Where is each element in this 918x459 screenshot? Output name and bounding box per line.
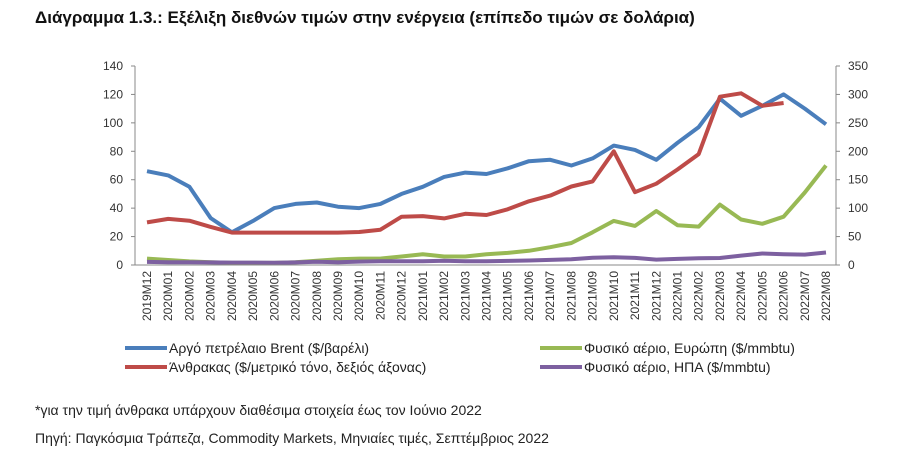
x-tick-label: 2022M07: [798, 271, 812, 321]
right-tick-label: 150: [848, 173, 868, 187]
x-tick-label: 2020M01: [161, 271, 175, 321]
right-tick-label: 350: [848, 59, 868, 73]
x-tick-label: 2021M07: [543, 271, 557, 321]
x-tick-label: 2022M06: [777, 271, 791, 321]
x-tick-label: 2020M05: [246, 271, 260, 321]
left-tick-label: 120: [103, 87, 123, 101]
right-tick-label: 50: [848, 230, 862, 244]
x-tick-label: 2021M09: [586, 271, 600, 321]
x-tick-label: 2020M10: [352, 271, 366, 321]
left-tick-label: 0: [116, 258, 123, 272]
x-tick-label: 2022M05: [755, 271, 769, 321]
x-tick-label: 2020M03: [204, 271, 218, 321]
x-tick-label: 2020M04: [225, 271, 239, 321]
x-tick-label: 2021M06: [522, 271, 536, 321]
left-tick-label: 80: [110, 144, 124, 158]
legend-label: Φυσικό αέριο, ΗΠΑ ($/mmbtu): [584, 359, 771, 375]
left-tick-label: 20: [110, 230, 124, 244]
x-tick-label: 2021M10: [607, 271, 621, 321]
legend-label: Αργό πετρέλαιο Brent ($/βαρέλι): [169, 340, 369, 356]
x-tick-label: 2021M05: [501, 271, 515, 321]
x-tick-label: 2021M08: [564, 271, 578, 321]
left-tick-label: 40: [110, 201, 124, 215]
left-tick-label: 60: [110, 173, 124, 187]
legend-label: Φυσικό αέριο, Ευρώπη ($/mmbtu): [584, 340, 795, 356]
right-tick-label: 200: [848, 144, 868, 158]
x-tick-label: 2020M07: [289, 271, 303, 321]
right-tick-label: 300: [848, 87, 868, 101]
x-tick-label: 2021M03: [458, 271, 472, 321]
x-tick-label: 2020M02: [182, 271, 196, 321]
right-tick-label: 0: [848, 258, 855, 272]
x-tick-label: 2022M08: [819, 271, 833, 321]
x-tick-label: 2022M01: [670, 271, 684, 321]
left-tick-label: 100: [103, 116, 123, 130]
x-tick-label: 2019M12: [140, 271, 154, 321]
x-tick-label: 2020M12: [395, 271, 409, 321]
x-tick-label: 2022M04: [734, 271, 748, 321]
footnote: *για την τιμή άνθρακα υπάρχουν διαθέσιμα…: [35, 402, 482, 418]
right-tick-label: 100: [848, 201, 868, 215]
x-tick-label: 2022M02: [692, 271, 706, 321]
chart-title: Διάγραμμα 1.3.: Εξέλιξη διεθνών τιμών στ…: [35, 8, 695, 27]
x-tick-label: 2020M06: [267, 271, 281, 321]
left-tick-label: 140: [103, 59, 123, 73]
x-tick-label: 2020M08: [310, 271, 324, 321]
x-tick-label: 2020M09: [331, 271, 345, 321]
series-line-0: [146, 92, 828, 235]
series-line-1: [146, 91, 784, 235]
series-line-3: [146, 250, 827, 265]
x-tick-label: 2021M12: [649, 271, 663, 321]
right-tick-label: 250: [848, 116, 868, 130]
legend-label: Άνθρακας ($/μετρικό τόνο, δεξιός άξονας): [169, 359, 426, 375]
x-tick-label: 2021M02: [437, 271, 451, 321]
source-note: Πηγή: Παγκόσμια Τράπεζα, Commodity Marke…: [35, 430, 549, 446]
x-tick-label: 2021M01: [416, 271, 430, 321]
x-tick-label: 2021M04: [480, 271, 494, 321]
x-tick-label: 2021M11: [628, 271, 642, 320]
x-tick-label: 2020M11: [373, 271, 387, 320]
x-tick-label: 2022M03: [713, 271, 727, 321]
